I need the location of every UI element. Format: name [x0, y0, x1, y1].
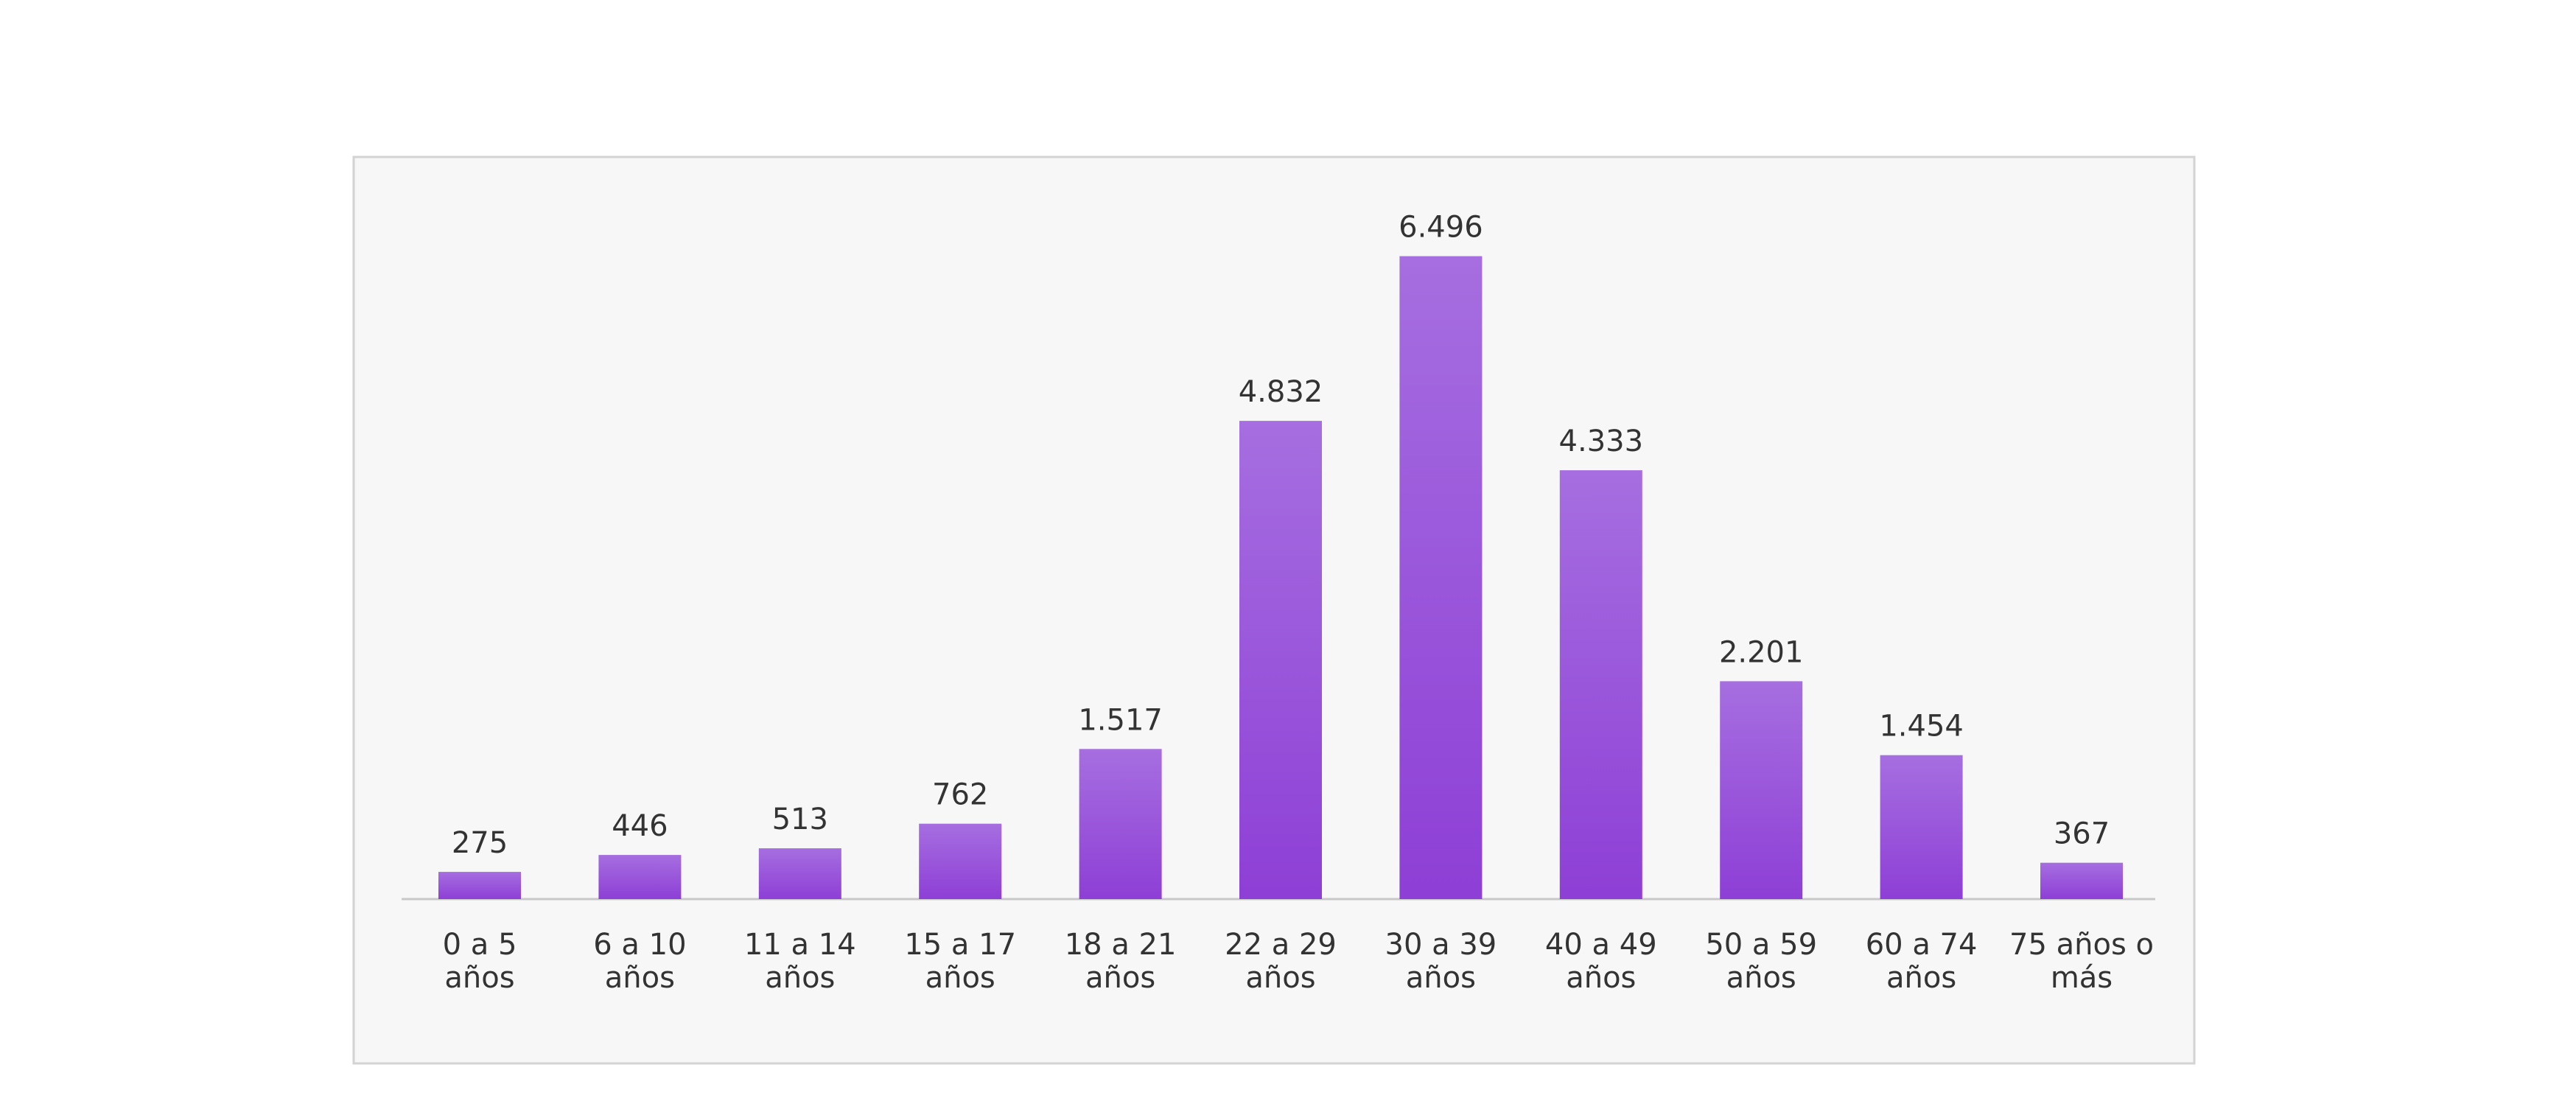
- x-tick-label-1-line-0: 6 a 10: [593, 928, 686, 962]
- bar-7: [1559, 470, 1642, 899]
- x-tick-label-6-line-0: 30 a 39: [1385, 928, 1497, 962]
- bar-5: [1239, 421, 1322, 899]
- value-label-2: 513: [772, 803, 828, 836]
- value-label-4: 1.517: [1078, 703, 1163, 737]
- value-label-7: 4.333: [1559, 424, 1644, 458]
- x-tick-label-4-line-1: años: [1085, 961, 1155, 995]
- x-tick-label-8-line-1: años: [1726, 961, 1796, 995]
- bar-10: [2040, 862, 2123, 899]
- x-tick-label-5-line-1: años: [1245, 961, 1315, 995]
- x-tick-label-1-line-1: años: [605, 961, 675, 995]
- x-tick-label-2-line-1: años: [765, 961, 835, 995]
- x-tick-label-3-line-1: años: [925, 961, 995, 995]
- value-label-8: 2.201: [1719, 635, 1804, 669]
- value-label-6: 6.496: [1399, 211, 1483, 245]
- x-tick-label-0-line-1: años: [444, 961, 514, 995]
- value-labels-group: 275 446 513 762 1.517 4.832 6.496 4.333 2.201 1.4…: [452, 211, 2110, 860]
- x-tick-label-10-line-1: más: [2051, 961, 2113, 995]
- bars-group: [438, 256, 2123, 900]
- x-tick-label-6-line-1: años: [1406, 961, 1476, 995]
- x-tick-label-9-line-0: 60 a 74: [1866, 928, 1978, 962]
- value-label-3: 762: [932, 778, 988, 812]
- x-tick-label-9-line-1: años: [1886, 961, 1956, 995]
- bar-2: [758, 848, 841, 899]
- bar-0: [438, 872, 521, 899]
- bar-8: [1720, 681, 1803, 899]
- x-tick-label-7-line-1: años: [1566, 961, 1636, 995]
- value-label-0: 275: [452, 826, 508, 860]
- x-tick-label-10-line-0: 75 años o: [2009, 928, 2154, 962]
- bar-4: [1079, 749, 1162, 899]
- bar-9: [1880, 755, 1963, 899]
- x-tick-label-4-line-0: 18 a 21: [1065, 928, 1177, 962]
- x-tick-label-0-line-0: 0 a 5: [443, 928, 517, 962]
- bar-3: [919, 823, 1002, 899]
- value-label-10: 367: [2054, 817, 2110, 851]
- x-tick-label-3-line-0: 15 a 17: [904, 928, 1016, 962]
- x-tick-label-2-line-0: 11 a 14: [744, 928, 856, 962]
- x-tick-label-5-line-0: 22 a 29: [1225, 928, 1337, 962]
- x-tick-label-7-line-0: 40 a 49: [1545, 928, 1657, 962]
- x-tick-label-8-line-0: 50 a 59: [1705, 928, 1817, 962]
- bar-1: [598, 855, 682, 899]
- value-label-9: 1.454: [1879, 710, 1964, 744]
- value-label-1: 446: [612, 809, 668, 843]
- value-label-5: 4.832: [1239, 375, 1323, 409]
- bar-6: [1399, 256, 1483, 900]
